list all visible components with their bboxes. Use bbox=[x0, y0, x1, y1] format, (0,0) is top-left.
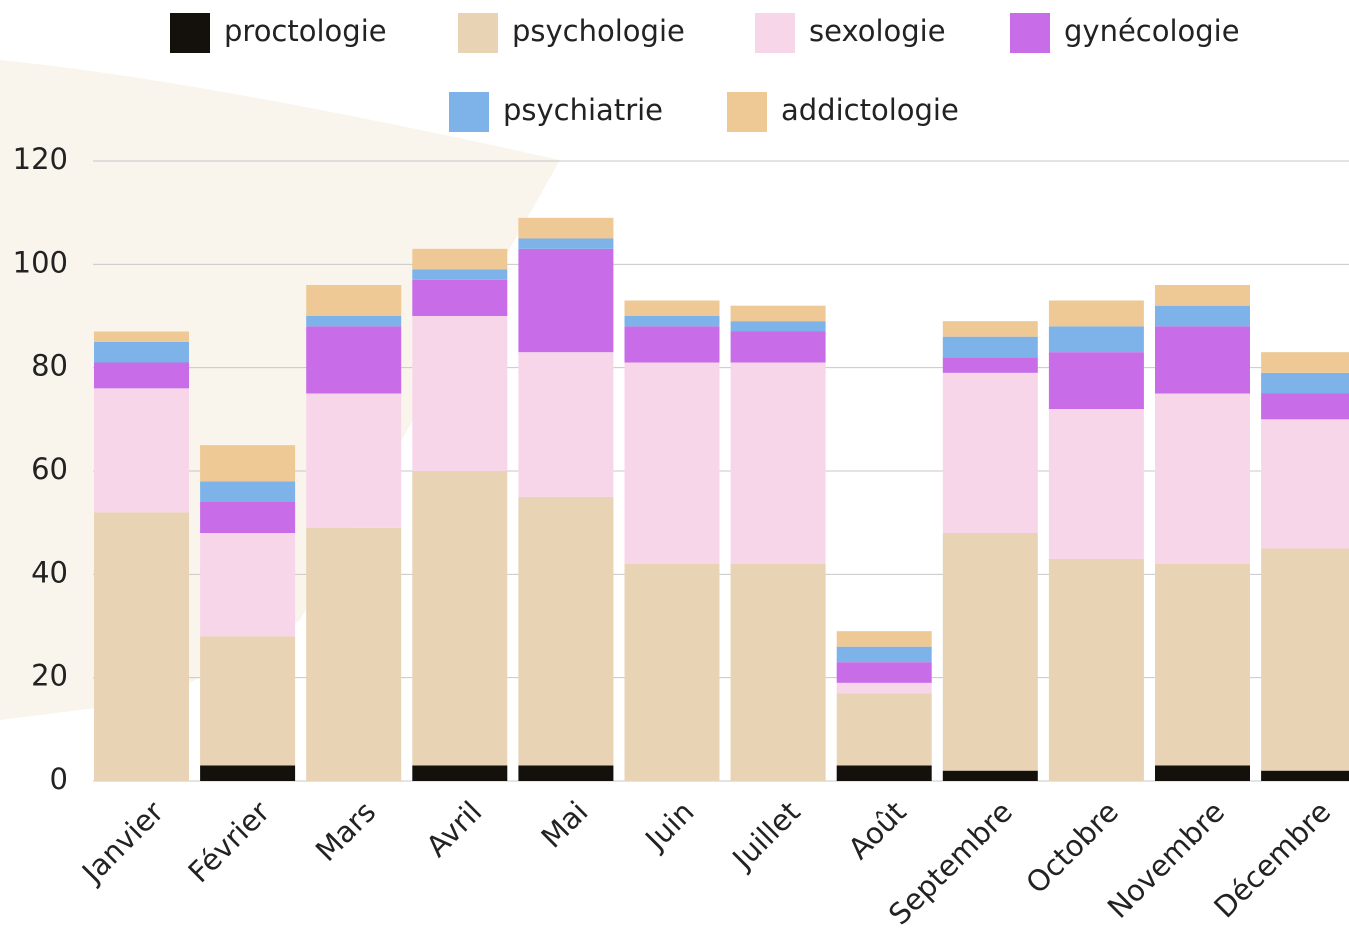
bar-segment bbox=[836, 693, 932, 766]
x-tick-label: Janvier bbox=[74, 795, 170, 891]
x-tick-label: Mai bbox=[535, 795, 595, 855]
bar-segment bbox=[200, 502, 296, 533]
bar-segment bbox=[836, 631, 932, 647]
y-tick-label: 60 bbox=[31, 452, 68, 486]
legend-label: sexologie bbox=[809, 14, 946, 48]
bar-segment bbox=[306, 527, 402, 781]
bar-segment bbox=[942, 357, 1038, 373]
bar-segment bbox=[306, 326, 402, 394]
bar-segment bbox=[94, 388, 189, 513]
bar-segment bbox=[730, 321, 826, 332]
bar-segment bbox=[942, 372, 1038, 533]
bar-segment bbox=[518, 352, 614, 497]
bar-segment bbox=[730, 564, 826, 781]
y-tick-label: 80 bbox=[31, 349, 68, 383]
bar-segment bbox=[200, 445, 296, 482]
bar-segment bbox=[1048, 300, 1144, 327]
x-tick-label: Février bbox=[182, 795, 277, 890]
legend-swatch bbox=[727, 92, 767, 132]
bar-segment bbox=[730, 331, 826, 363]
bar-segment bbox=[942, 533, 1038, 771]
x-tick-label: Août bbox=[842, 795, 913, 866]
bar-segment bbox=[412, 279, 508, 316]
bar-segment bbox=[200, 765, 296, 781]
x-tick-label: Juin bbox=[637, 795, 700, 858]
bar-segment bbox=[518, 765, 614, 781]
bar-segment bbox=[836, 682, 932, 694]
bar-segment bbox=[624, 326, 720, 363]
bar-segment bbox=[836, 765, 932, 781]
legend-label: psychiatrie bbox=[503, 93, 663, 127]
bar-segment bbox=[412, 471, 508, 766]
bar-segment bbox=[1261, 548, 1349, 771]
bar-segment bbox=[942, 321, 1038, 337]
bar-segment bbox=[1261, 419, 1349, 549]
y-tick-label: 120 bbox=[13, 142, 68, 176]
legend-label: proctologie bbox=[224, 14, 387, 48]
y-tick-label: 20 bbox=[31, 659, 68, 693]
legend-swatch bbox=[1010, 13, 1050, 53]
bar-segment bbox=[1261, 372, 1349, 394]
bar-segment bbox=[836, 662, 932, 683]
bar-segment bbox=[624, 362, 720, 564]
bar-segment bbox=[624, 316, 720, 327]
bar-segment bbox=[624, 564, 720, 781]
bar-segment bbox=[306, 316, 402, 327]
bar-segment bbox=[942, 336, 1038, 358]
bar-segment bbox=[1261, 393, 1349, 420]
legend-label: addictologie bbox=[781, 93, 959, 127]
bar-segment bbox=[412, 316, 508, 471]
bar-segment bbox=[624, 300, 720, 316]
x-tick-label: Octobre bbox=[1019, 795, 1125, 901]
bar-segment bbox=[94, 331, 189, 342]
y-tick-label: 100 bbox=[13, 245, 68, 279]
legend-label: psychologie bbox=[512, 14, 685, 48]
bar-segment bbox=[306, 285, 402, 316]
x-tick-label: Juillet bbox=[724, 795, 806, 877]
bar-segment bbox=[1048, 352, 1144, 409]
y-tick-label: 0 bbox=[50, 762, 68, 796]
bar-segment bbox=[94, 512, 189, 781]
x-tick-label: Mars bbox=[309, 795, 382, 868]
bar-segment bbox=[1155, 326, 1250, 394]
bar-segment bbox=[94, 341, 189, 363]
legend-label: gynécologie bbox=[1064, 14, 1240, 48]
bar-segment bbox=[518, 496, 614, 766]
x-tick-label: Décembre bbox=[1207, 795, 1337, 925]
bar-segment bbox=[200, 481, 296, 502]
bar-segment bbox=[942, 770, 1038, 781]
bar-segment bbox=[518, 238, 614, 249]
bar-segment bbox=[518, 248, 614, 353]
legend-swatch bbox=[755, 13, 795, 53]
bar-segment bbox=[306, 393, 402, 528]
bar-segment bbox=[200, 533, 296, 637]
bar-segment bbox=[412, 765, 508, 781]
bar-segment bbox=[518, 217, 614, 239]
bar-segment bbox=[412, 269, 508, 280]
x-tick-label: Avril bbox=[420, 795, 489, 864]
bar-segment bbox=[200, 636, 296, 766]
bar-segment bbox=[1048, 326, 1144, 353]
bar-segment bbox=[1155, 564, 1250, 766]
bar-segment bbox=[836, 646, 932, 663]
legend-swatch bbox=[449, 92, 489, 132]
bar-segment bbox=[94, 362, 189, 389]
bar-segment bbox=[1155, 285, 1250, 306]
bar-segment bbox=[1261, 770, 1349, 781]
bar-segment bbox=[412, 248, 508, 270]
y-tick-label: 40 bbox=[31, 555, 68, 589]
bar-segment bbox=[1261, 352, 1349, 373]
bar-segment bbox=[730, 362, 826, 564]
bar-segment bbox=[1155, 393, 1250, 564]
bar-segment bbox=[1155, 305, 1250, 327]
bar-segment bbox=[730, 305, 826, 322]
legend-swatch bbox=[170, 13, 210, 53]
bar-segment bbox=[1155, 765, 1250, 781]
bar-segment bbox=[1048, 409, 1144, 559]
bar-segment bbox=[1048, 558, 1144, 781]
legend-swatch bbox=[458, 13, 498, 53]
